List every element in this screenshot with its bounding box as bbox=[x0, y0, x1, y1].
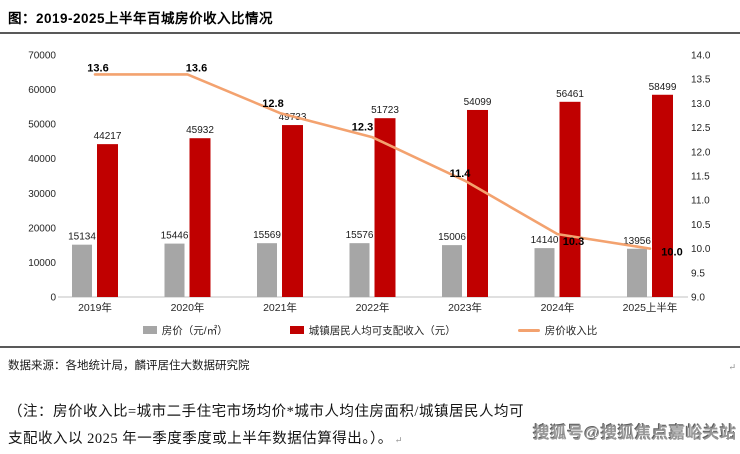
ratio-point-label: 13.6 bbox=[87, 62, 108, 74]
chart-canvas: 70000 60000 50000 40000 30000 20000 10000 0 14.0… bbox=[28, 51, 711, 315]
data-source-row: 数据来源：各地统计局，麟评居住大数据研究院 ↵ bbox=[0, 348, 740, 373]
bar-housing-price bbox=[164, 243, 185, 297]
bar-disposable-income bbox=[282, 125, 303, 297]
bar-label-housing-price: 14140 bbox=[531, 235, 559, 246]
left-axis-tick: 20000 bbox=[28, 223, 56, 234]
right-axis-tick: 12.5 bbox=[691, 123, 711, 134]
left-axis-tick: 10000 bbox=[28, 258, 56, 269]
x-axis-category-label: 2022年 bbox=[356, 301, 390, 314]
bar-label-housing-price: 15134 bbox=[68, 232, 96, 243]
right-axis-tick: 9.0 bbox=[691, 293, 705, 304]
bar-housing-price bbox=[349, 243, 370, 297]
x-axis-category-label: 2024年 bbox=[541, 301, 575, 314]
bar-disposable-income bbox=[652, 94, 673, 297]
legend-item-disposable-income: 城镇居民人均可支配收入（元） bbox=[289, 323, 456, 338]
x-axis-category-label: 2020年 bbox=[171, 301, 205, 314]
legend-label: 城镇居民人均可支配收入（元） bbox=[308, 324, 456, 337]
bar-housing-price bbox=[627, 248, 647, 297]
title-divider bbox=[0, 32, 740, 34]
bar-label-housing-price: 13956 bbox=[623, 236, 651, 247]
footnote: （注：房价收入比=城市二手住宅市场均价*城市人均住房面积/城镇居民人均可 支配收… bbox=[8, 399, 732, 454]
right-axis-tick: 14.0 bbox=[691, 51, 711, 62]
right-axis-tick: 10.5 bbox=[691, 220, 711, 231]
bar-label-housing-price: 15576 bbox=[346, 230, 374, 241]
ratio-point-label: 12.8 bbox=[262, 98, 283, 110]
x-axis-category-label: 2019年 bbox=[78, 301, 112, 314]
bar-disposable-income bbox=[559, 101, 581, 297]
bar-label-housing-price: 15006 bbox=[438, 232, 466, 243]
legend-item-housing-price: 房价（元/㎡） bbox=[142, 323, 228, 338]
housing-price-swatch bbox=[142, 326, 157, 334]
disposable-income-swatch bbox=[289, 326, 304, 334]
chart-footer-divider bbox=[0, 346, 740, 348]
legend-label: 房价（元/㎡） bbox=[161, 324, 228, 337]
bar-label-disposable-income: 58499 bbox=[649, 82, 677, 93]
ratio-point-label: 11.4 bbox=[450, 168, 472, 180]
right-axis-tick: 10.0 bbox=[691, 244, 711, 255]
ratio-point-label: 12.3 bbox=[352, 121, 373, 133]
bar-label-disposable-income: 54099 bbox=[464, 97, 492, 108]
bar-disposable-income bbox=[97, 144, 118, 297]
ratio-point-label: 10.3 bbox=[563, 236, 584, 248]
x-axis-category-label: 2021年 bbox=[263, 301, 297, 314]
bar-label-housing-price: 15569 bbox=[253, 230, 281, 241]
price-income-ratio-line bbox=[93, 73, 652, 250]
right-axis-tick: 12.0 bbox=[691, 147, 711, 158]
bar-disposable-income bbox=[374, 118, 396, 297]
page-title: 图：2019-2025上半年百城房价收入比情况 bbox=[8, 11, 274, 26]
chart-legend: 房价（元/㎡） 城镇居民人均可支配收入（元） 房价收入比 bbox=[0, 322, 740, 338]
footnote-line-2: 支配收入以 2025 年一季度季度或上半年数据估算得出。）。 bbox=[8, 431, 393, 447]
right-axis-tick: 11.5 bbox=[691, 172, 710, 183]
watermark: 搜狐号@搜狐焦点嘉峪关站 bbox=[533, 425, 737, 442]
left-axis-tick: 60000 bbox=[28, 85, 56, 96]
right-axis-tick: 11.0 bbox=[691, 196, 710, 207]
x-axis-category-label: 2023年 bbox=[448, 301, 482, 314]
left-axis-tick: 0 bbox=[50, 293, 56, 304]
right-axis-tick: 13.0 bbox=[691, 99, 711, 110]
footnote-line-1: （注：房价收入比=城市二手住宅市场均价*城市人均住房面积/城镇居民人均可 bbox=[8, 404, 524, 420]
bar-label-disposable-income: 45932 bbox=[186, 125, 214, 136]
bar-housing-price bbox=[257, 243, 277, 297]
price-income-ratio-swatch bbox=[517, 328, 540, 332]
legend-item-price-income-ratio: 房价收入比 bbox=[517, 323, 598, 338]
bar-housing-price bbox=[442, 245, 462, 297]
paragraph-mark-icon: ↵ bbox=[728, 362, 736, 372]
left-axis-tick: 70000 bbox=[28, 51, 56, 62]
legend-label: 房价收入比 bbox=[544, 324, 598, 337]
bar-label-housing-price: 15446 bbox=[161, 231, 189, 242]
bar-label-disposable-income: 44217 bbox=[94, 131, 122, 142]
bar-disposable-income bbox=[467, 109, 488, 297]
left-axis-tick: 40000 bbox=[28, 154, 56, 165]
right-axis-tick: 9.5 bbox=[691, 268, 705, 279]
right-axis-tick: 13.5 bbox=[691, 75, 711, 86]
paragraph-mark-icon: ↵ bbox=[394, 435, 403, 445]
bar-label-disposable-income: 51723 bbox=[371, 105, 399, 116]
bar-label-disposable-income: 56461 bbox=[556, 89, 584, 100]
price-income-chart: 70000 60000 50000 40000 30000 20000 10000 0 14.0… bbox=[0, 42, 740, 320]
bar-housing-price bbox=[72, 244, 92, 297]
left-axis-tick: 50000 bbox=[28, 120, 56, 131]
left-axis-tick: 30000 bbox=[28, 189, 56, 200]
data-source-text: 数据来源：各地统计局，麟评居住大数据研究院 bbox=[8, 360, 250, 372]
bar-disposable-income bbox=[189, 138, 211, 297]
bar-housing-price bbox=[534, 248, 555, 297]
x-axis-category-label: 2025上半年 bbox=[623, 301, 678, 314]
ratio-point-label: 13.6 bbox=[186, 62, 207, 74]
ratio-point-label: 10.0 bbox=[661, 247, 682, 259]
